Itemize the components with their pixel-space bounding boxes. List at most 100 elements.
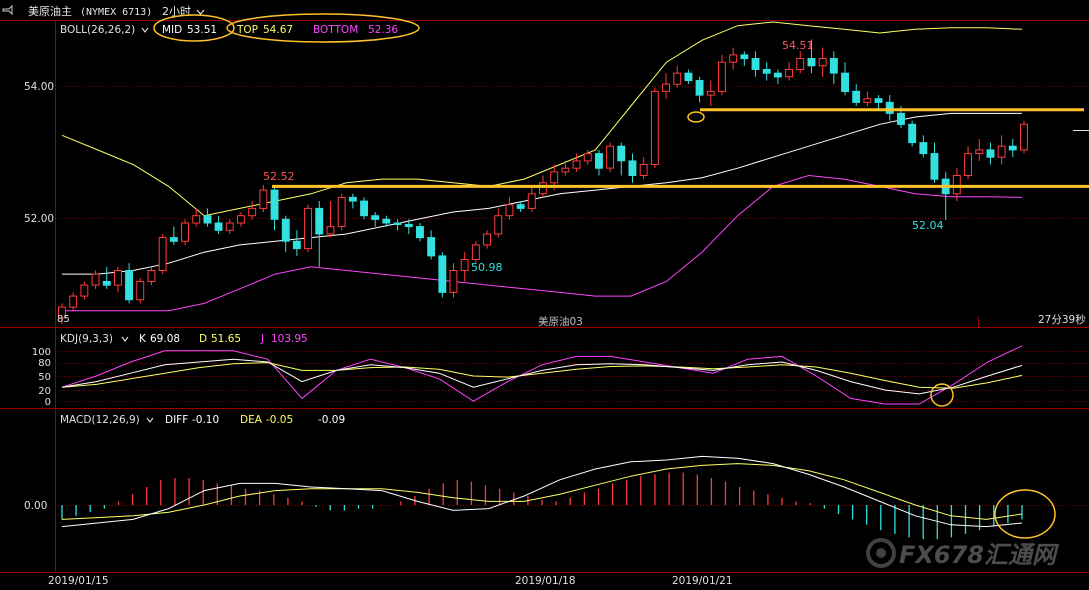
candle xyxy=(639,164,648,176)
candle xyxy=(695,80,704,96)
kdj-tick: 20 xyxy=(38,386,51,397)
symbol-name[interactable]: 美原油主 xyxy=(28,4,72,18)
candle xyxy=(404,223,413,228)
price-tick: 54.00 xyxy=(24,81,54,93)
candle xyxy=(169,237,178,242)
boll-mid-line xyxy=(62,112,1022,275)
candle xyxy=(494,215,503,235)
candle xyxy=(785,69,793,78)
candle xyxy=(628,160,637,176)
candles xyxy=(58,39,1028,324)
candle xyxy=(91,273,100,286)
kdj-j-label: J xyxy=(260,333,264,345)
macd-dropdown-icon[interactable] xyxy=(146,417,154,423)
candle xyxy=(427,237,436,257)
candle xyxy=(885,101,894,114)
candle xyxy=(237,215,245,224)
low-1-label: 50.98 xyxy=(471,261,503,274)
boll-top-value: 54.67 xyxy=(263,24,293,36)
candle xyxy=(952,175,961,195)
candle xyxy=(80,284,89,297)
candle xyxy=(807,58,816,67)
candle xyxy=(192,215,201,224)
candle xyxy=(292,240,301,250)
candle xyxy=(729,54,738,63)
kdj-d-value: 51.65 xyxy=(211,333,241,345)
exchange-code: (NYMEX 6713) xyxy=(80,7,152,18)
candle xyxy=(852,90,861,103)
candle xyxy=(762,69,771,74)
candle xyxy=(863,98,872,103)
candle xyxy=(897,112,905,125)
mid-highlight-circle xyxy=(153,14,235,42)
candle xyxy=(125,270,133,301)
candle xyxy=(818,58,827,67)
macd-diff-label: DIFF xyxy=(165,414,188,426)
candle xyxy=(1008,145,1017,151)
macd-dea-value: -0.05 xyxy=(266,414,293,426)
kdj-legend: KDJ(9,3,3) K 69.08 D 51.65 J 103.95 xyxy=(60,333,308,345)
candle xyxy=(964,153,972,177)
candle xyxy=(527,193,536,209)
contract-label: 美原油03 xyxy=(538,315,583,328)
date-tick: 2019/01/18 xyxy=(515,575,576,587)
candle xyxy=(718,61,726,92)
candle xyxy=(136,281,145,301)
boll-lines xyxy=(61,21,1023,312)
candle xyxy=(975,149,984,155)
candle xyxy=(561,167,570,173)
candle xyxy=(483,233,492,246)
candle xyxy=(706,90,715,96)
kdj-d-line xyxy=(61,362,1023,389)
candle xyxy=(539,182,547,195)
candle xyxy=(471,244,480,260)
macd-tick: 0.00 xyxy=(24,500,47,512)
kdj-dropdown-icon[interactable] xyxy=(121,336,129,342)
boll-bottom-line xyxy=(62,174,1023,312)
kdj-d-label: D xyxy=(199,333,207,345)
support-lines xyxy=(272,108,1089,188)
candle xyxy=(416,226,424,239)
candle xyxy=(337,196,346,228)
candle xyxy=(572,160,581,169)
boll-top-line xyxy=(61,21,1023,217)
bar-count-label: 85 xyxy=(57,314,70,325)
candle xyxy=(751,58,760,70)
candle xyxy=(650,90,659,165)
candle xyxy=(516,204,525,209)
candle xyxy=(773,72,782,78)
candle xyxy=(908,123,917,144)
candle xyxy=(460,259,469,271)
boll-dropdown-icon[interactable] xyxy=(141,27,149,33)
high-1-label: 52.52 xyxy=(263,170,295,183)
boll-label: BOLL(26,26,2) xyxy=(60,24,135,36)
watermark-logo-icon xyxy=(866,538,896,568)
boll-bottom-value: 52.36 xyxy=(368,24,398,36)
candle xyxy=(874,98,883,103)
macd-dea-label: DEA xyxy=(240,414,263,426)
kdj-tick: 80 xyxy=(38,358,51,369)
boll-mid-label: MID xyxy=(162,24,182,36)
candle xyxy=(281,218,290,242)
candle xyxy=(930,153,939,180)
top-bottom-highlight-circle xyxy=(226,13,420,43)
candle xyxy=(673,72,682,85)
retest-marker-circle xyxy=(687,111,705,123)
kdj-lines xyxy=(61,345,1023,405)
candle xyxy=(158,237,167,272)
boll-top-label: TOP xyxy=(236,24,258,36)
candle xyxy=(203,215,212,224)
macd-histogram xyxy=(61,472,1023,540)
kdj-j-line xyxy=(61,345,1023,405)
period-dropdown-icon[interactable] xyxy=(196,9,205,15)
watermark: FX678汇通网 xyxy=(866,538,1060,569)
layout-toggle-icon[interactable] xyxy=(2,4,13,16)
kdj-axis: 100 80 50 20 0 xyxy=(32,347,51,408)
symbol-toolbar[interactable]: 美原油主 (NYMEX 6713) 2小时 xyxy=(2,4,205,18)
candle xyxy=(181,222,190,242)
kdj-k-value: 69.08 xyxy=(150,333,180,345)
candle xyxy=(270,189,279,220)
macd-diff-value: -0.10 xyxy=(192,414,219,426)
panel-frame xyxy=(0,20,1089,573)
